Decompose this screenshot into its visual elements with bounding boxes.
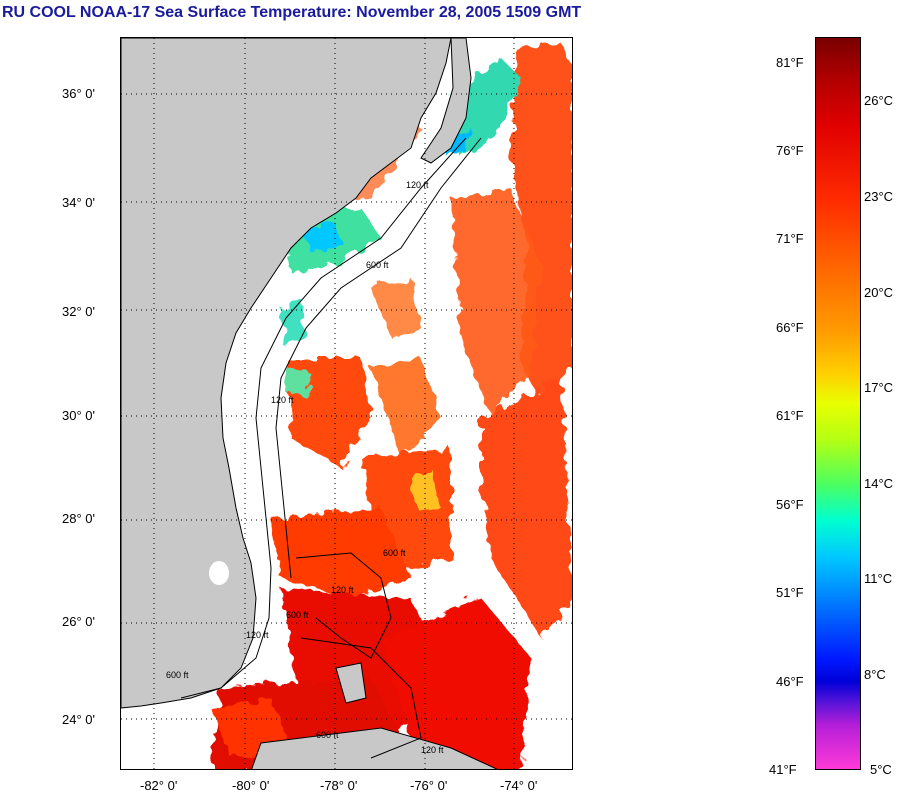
colorbar-label-f: 71°F	[776, 231, 804, 246]
lat-label: 24° 0'	[62, 712, 95, 727]
contour-label: 120 ft	[271, 395, 294, 405]
bahamas-island	[335, 662, 367, 704]
lat-label: 26° 0'	[62, 614, 95, 629]
contour-label: 120 ft	[406, 180, 429, 190]
contour-label: 120 ft	[331, 585, 354, 595]
contour-label: 600 ft	[366, 260, 389, 270]
lat-label: 36° 0'	[62, 86, 95, 101]
colorbar-label-c: 8°C	[864, 667, 886, 682]
colorbar-label-f: 46°F	[776, 674, 804, 689]
colorbar-label-c: 14°C	[864, 476, 894, 491]
sst-map-canvas: 120 ft 600 ft 120 ft 600 ft 120 ft 600 ft 120 …	[121, 38, 572, 769]
page-title: RU COOL NOAA-17 Sea Surface Temperature:…	[2, 4, 582, 21]
lat-label: 34° 0'	[62, 195, 95, 210]
lake-okeechobee	[209, 561, 229, 585]
contour-label: 600 ft	[286, 610, 309, 620]
colorbar-label-f: 81°F	[776, 55, 804, 70]
colorbar-label-f: 56°F	[776, 497, 804, 512]
colorbar-label-f: 51°F	[776, 585, 804, 600]
contour-label: 120 ft	[421, 745, 444, 755]
outer-banks	[420, 38, 472, 164]
contour-label: 600 ft	[316, 730, 339, 740]
contour-label: 600 ft	[383, 548, 406, 558]
depth-contours	[180, 137, 482, 759]
colorbar-label-c: 5°C	[870, 762, 892, 777]
lon-label: -80° 0'	[232, 778, 270, 793]
lat-label: 32° 0'	[62, 304, 95, 319]
contour-label: 600 ft	[166, 670, 189, 680]
sst-map: 120 ft 600 ft 120 ft 600 ft 120 ft 600 ft 120 …	[120, 37, 573, 770]
colorbar-label-c: 20°C	[864, 285, 894, 300]
colorbar-label-f: 61°F	[776, 408, 804, 423]
colorbar-label-c: 11°C	[864, 571, 893, 586]
cuba-island	[251, 727, 498, 769]
colorbar-label-c: 26°C	[864, 93, 894, 108]
lat-label: 28° 0'	[62, 511, 95, 526]
lon-label: -82° 0'	[140, 778, 178, 793]
contour-label: 120 ft	[246, 630, 269, 640]
lat-label: 30° 0'	[62, 408, 95, 423]
colorbar-label-c: 23°C	[864, 189, 894, 204]
lon-label: -76° 0'	[410, 778, 448, 793]
lon-label: -78° 0'	[320, 778, 358, 793]
colorbar-label-f: 41°F	[769, 762, 797, 777]
temperature-colorbar	[815, 37, 861, 770]
colorbar-label-c: 17°C	[864, 380, 894, 395]
colorbar-label-f: 76°F	[776, 143, 804, 158]
sst-data-layer	[211, 43, 572, 769]
lon-label: -74° 0'	[500, 778, 538, 793]
colorbar-label-f: 66°F	[776, 320, 804, 335]
